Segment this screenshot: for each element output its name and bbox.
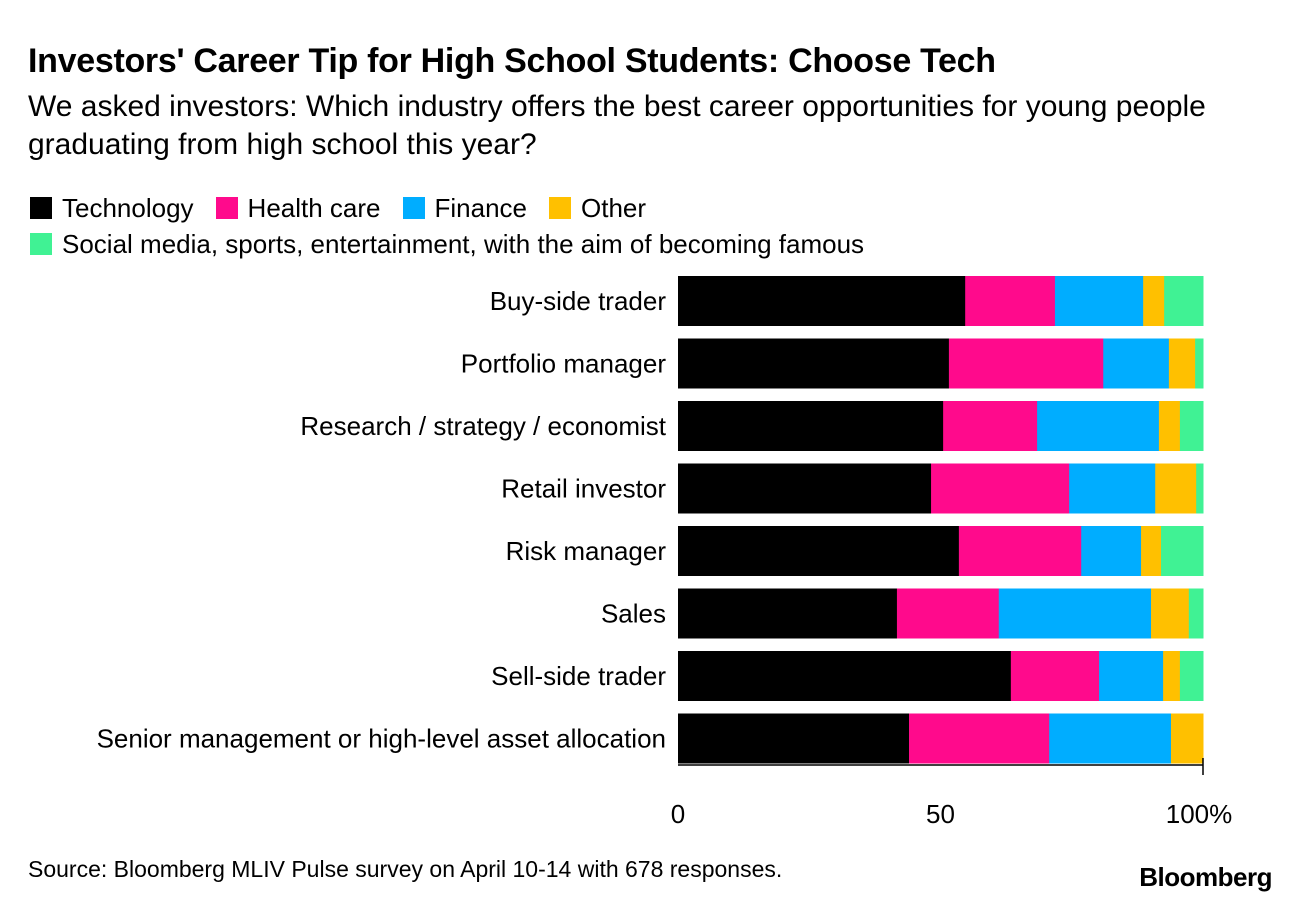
legend-label: Social media, sports, entertainment, wit…	[62, 228, 865, 259]
x-tick-label: 0	[671, 799, 685, 829]
legend-item-finance: Finance	[402, 192, 528, 224]
category-label: Risk manager	[506, 536, 667, 566]
bar-segment	[965, 276, 1056, 326]
legend-swatch	[30, 197, 52, 219]
legend-item-social-media: Social media, sports, entertainment, wit…	[30, 229, 864, 260]
bar-segment	[678, 526, 960, 576]
category-label: Sales	[601, 599, 666, 629]
bar-segment	[678, 651, 1012, 701]
bar-segment	[1163, 651, 1181, 701]
x-tick-label: 100%	[1166, 799, 1233, 829]
chart-title: Investors' Career Tip for High School St…	[28, 42, 996, 80]
legend-swatch	[549, 197, 572, 219]
bar-segment	[678, 463, 932, 514]
legend-label: Finance	[434, 192, 528, 223]
bar-segment	[1099, 651, 1164, 701]
category-label: Buy-side trader	[490, 286, 667, 316]
category-label: Senior management or high-level asset al…	[97, 724, 666, 754]
category-label: Research / strategy / economist	[300, 411, 666, 441]
bar-segment	[1158, 401, 1181, 451]
bar-segment	[1103, 338, 1170, 389]
legend-swatch	[30, 233, 52, 255]
bar-segment	[678, 588, 898, 639]
category-label: Retail investor	[501, 474, 666, 504]
bar-segment	[1161, 526, 1204, 576]
bar-segment	[1170, 713, 1204, 764]
legend-label: Other	[581, 192, 647, 223]
bar-segment	[1143, 276, 1165, 326]
bar-segment	[1195, 338, 1204, 389]
bar-segment	[943, 401, 1038, 451]
legend-item-other: Other	[549, 193, 646, 224]
bar-segment	[998, 588, 1152, 639]
bloomberg-logo: Bloomberg	[1139, 862, 1272, 892]
legend: Technology Health care Finance Other Soc…	[30, 190, 1230, 262]
bar-segment	[1164, 276, 1204, 326]
bar-segment	[678, 338, 950, 389]
bar-segment	[1155, 463, 1197, 514]
legend-swatch	[215, 197, 238, 219]
chart-subtitle: We asked investors: Which industry offer…	[28, 90, 1206, 161]
bar-segment	[1179, 651, 1204, 701]
bar-segment	[1151, 588, 1190, 639]
bar-segment	[1054, 276, 1144, 326]
bar-segment	[909, 713, 1050, 764]
bar-segment	[1010, 651, 1100, 701]
category-label: Sell-side trader	[491, 661, 666, 691]
bar-segment	[678, 401, 944, 451]
bar-segment	[1168, 338, 1196, 389]
bar-segment	[678, 713, 910, 764]
bar-segment	[931, 463, 1070, 514]
bar-segment	[958, 526, 1082, 576]
legend-item-health-care: Health care	[215, 192, 381, 224]
bar-segment	[1188, 588, 1204, 639]
bar-segment	[896, 588, 1000, 639]
bar-segment	[1037, 401, 1160, 451]
bar-segment	[678, 276, 966, 326]
bar-segment	[948, 338, 1104, 389]
bar-segment	[1196, 463, 1204, 514]
legend-item-technology: Technology	[30, 193, 194, 224]
x-tick-label: 50	[926, 799, 955, 829]
legend-label: Health care	[247, 192, 381, 223]
bar-segment	[1081, 526, 1142, 576]
category-label: Portfolio manager	[461, 349, 667, 379]
legend-label: Technology	[62, 192, 194, 223]
bar-segment	[1069, 463, 1156, 514]
bar-segment	[1141, 526, 1162, 576]
bar-segment	[1049, 713, 1172, 764]
legend-swatch	[402, 197, 425, 219]
source-note: Source: Bloomberg MLIV Pulse survey on A…	[28, 856, 783, 882]
bar-segment	[1179, 401, 1204, 451]
